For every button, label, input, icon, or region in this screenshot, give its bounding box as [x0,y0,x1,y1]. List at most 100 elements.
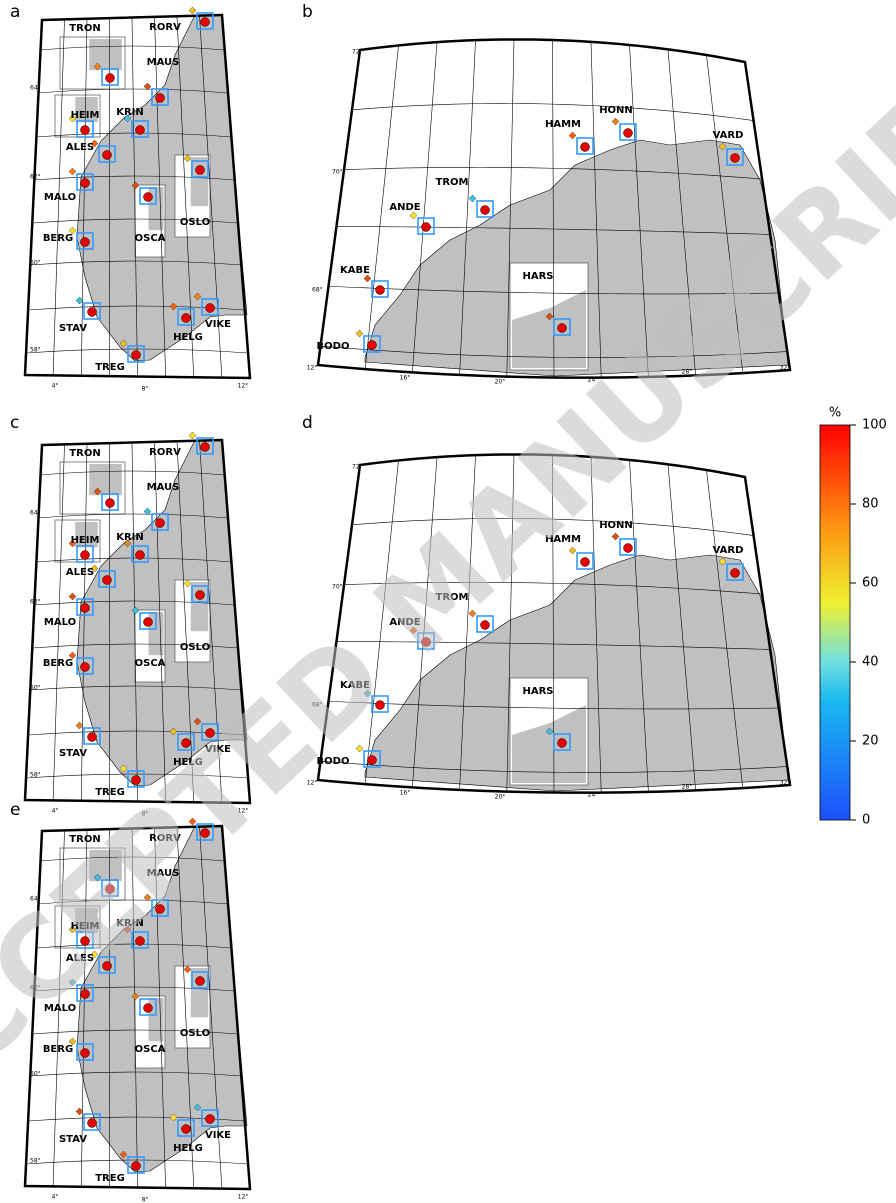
lat-tick-label: 70° [332,169,343,176]
meridian [154,441,166,802]
meridian [154,827,166,1188]
inset-land [512,290,586,368]
station-box [83,302,101,320]
station-box [83,1113,101,1131]
station-dot [80,550,90,560]
lat-tick-label: 72° [352,49,363,56]
lat-tick-label: 62° [30,599,41,606]
diamond [718,142,727,151]
station-label: KRIN [116,918,144,929]
parallel [40,45,225,51]
diamond [123,539,132,548]
panel-label: c [10,413,19,433]
station-dot [143,192,153,202]
station-label: BERG [43,1044,73,1055]
station-dot [730,153,740,163]
station-box [101,493,119,511]
station-dot [421,637,431,647]
station-box [101,68,119,86]
station-dot [480,620,490,630]
station-box [201,298,219,316]
diamond [568,131,577,140]
station-label: TRON [69,23,100,34]
map-frame [316,38,792,379]
lon-tick-label: 12° [307,780,318,787]
diamond [169,1113,178,1122]
station-label: TRON [69,834,100,845]
meridian [590,41,602,378]
station-box [191,971,209,989]
lat-tick-label: 72° [352,464,363,471]
lat-tick-label: 58° [30,347,41,354]
station-dot [155,518,165,528]
station-label: KRIN [116,107,144,118]
parallel [26,348,249,354]
station-box [196,12,214,30]
parallel [32,218,239,224]
parallel [328,285,779,295]
inset-land [75,97,98,123]
diamond [90,564,99,573]
parallel [336,226,771,235]
station-label: MALO [44,1003,76,1014]
lon-tick-label: 24° [588,792,599,799]
station-label: STAV [59,323,87,334]
station-label: HELG [173,1143,203,1154]
station-box [131,120,149,138]
meridian [199,826,223,1189]
map-south: TRON RORV MAUS HEIM KRIN ALES MALO OSLO OSCA BERG… [23,6,252,393]
lon-tick-label: 28° [682,369,693,376]
station-label: VIKE [205,319,231,330]
meridian [459,40,476,375]
parallel [351,518,754,536]
station-box [201,1109,219,1127]
diamond [188,817,197,826]
lat-tick-label: 68° [312,287,323,294]
station-box [191,585,209,603]
station-box [177,733,195,751]
colorbar-label: % [829,406,841,421]
meridian [364,460,399,785]
map-south: TRON RORV MAUS HEIM KRIN ALES MALO OSLO OSCA BERG… [23,431,252,818]
diamond [143,507,152,516]
station-dot [730,568,740,578]
station-label: HAMM [545,119,581,130]
station-dot [87,1118,97,1128]
station-dot [105,498,115,508]
station-box [139,187,157,205]
diamond [468,194,477,203]
diamond [68,1037,77,1046]
station-label: MAUS [147,57,180,68]
station-box [371,695,389,713]
station-dot [131,1161,141,1171]
station-dot [205,303,215,313]
station-dot [367,340,377,350]
inset-land [512,705,586,783]
station-dot [87,307,97,317]
diamond [169,302,178,311]
lon-tick-label: 12° [238,383,249,390]
map-south: TRON RORV MAUS HEIM KRIN ALES MALO OSLO OSCA BERG… [23,817,252,1203]
parallel [34,175,235,181]
parallel [32,643,239,649]
meridian [629,44,649,377]
station-dot [200,442,210,452]
meridian [506,39,515,377]
station-label: ALES [66,142,94,153]
map-frame [316,453,792,794]
diamond [193,1103,202,1112]
diamond [131,606,140,615]
station-dot [181,1124,191,1134]
station-dot [580,557,590,567]
station-box [127,345,145,363]
station-label: HAMM [545,534,581,545]
colorbar [819,424,851,821]
station-label: HEIM [71,921,100,932]
station-dot [480,205,490,215]
colorbar-tick-label: 0 [862,813,870,828]
station-label: VARD [713,545,744,556]
station-label: TREG [95,787,125,798]
diamond [169,727,178,736]
colorbar-tick-label: 100 [862,418,887,433]
station-box [177,308,195,326]
